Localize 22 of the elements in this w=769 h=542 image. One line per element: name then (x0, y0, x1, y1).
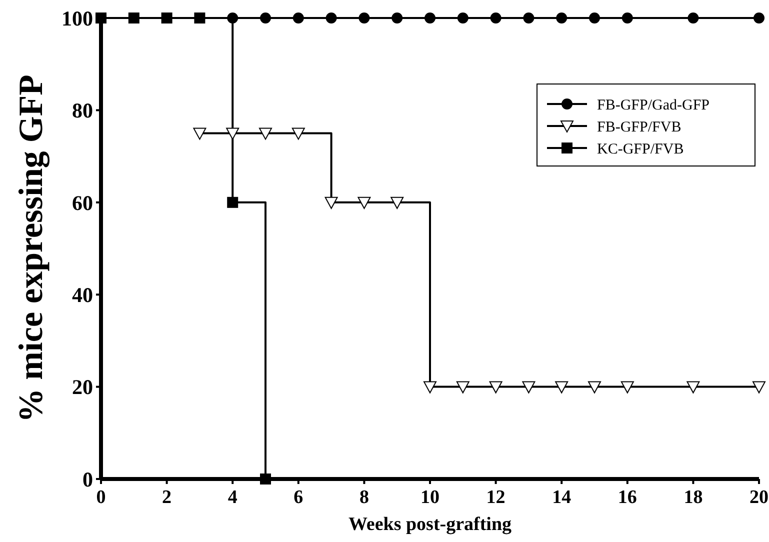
x-tick-label: 14 (552, 487, 572, 508)
legend-label: FB-GFP/Gad-GFP (597, 97, 710, 114)
y-axis-title: % mice expressing GFP (13, 74, 50, 422)
x-tick-label: 20 (750, 487, 768, 508)
y-tick-label: 60 (72, 190, 93, 215)
y-tick-label: 80 (72, 98, 93, 123)
x-tick-label: 0 (96, 487, 106, 508)
y-tick-label: 20 (72, 375, 93, 400)
y-tick-label: 0 (82, 467, 93, 492)
x-tick-label: 2 (162, 487, 172, 508)
x-tick-label: 6 (294, 487, 304, 508)
legend-label: KC-GFP/FVB (597, 141, 684, 158)
x-axis-title: Weeks post-grafting (348, 514, 512, 535)
x-tick-label: 10 (420, 487, 440, 508)
x-tick-label: 16 (618, 487, 637, 508)
y-tick-label: 40 (72, 282, 93, 307)
y-tick-label: 100 (62, 6, 93, 30)
x-tick-label: 8 (359, 487, 369, 508)
x-tick-label: 12 (486, 487, 506, 508)
x-tick-label: 18 (684, 487, 703, 508)
legend-label: FB-GFP/FVB (597, 119, 682, 136)
x-tick-label: 4 (228, 487, 238, 508)
